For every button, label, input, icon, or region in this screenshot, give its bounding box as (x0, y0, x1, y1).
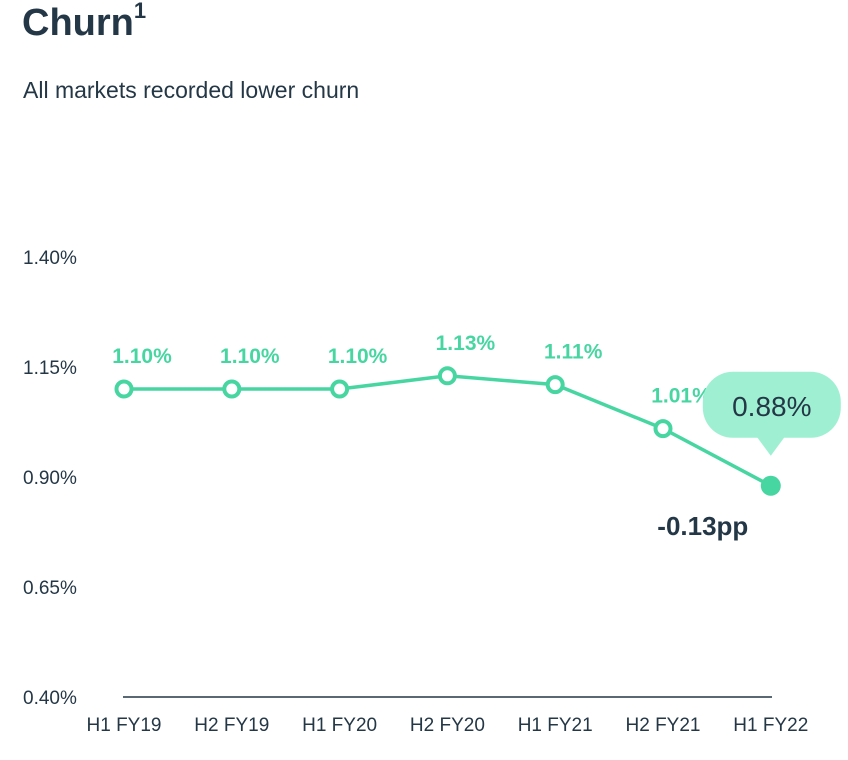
y-tick-label: 0.40% (23, 688, 77, 709)
data-point (330, 379, 350, 399)
data-label: 1.11% (544, 341, 603, 364)
callout-bubble (702, 371, 841, 438)
data-label: 1.01% (651, 385, 711, 408)
x-tick-label: H1 FY20 (302, 715, 377, 736)
data-point (653, 419, 673, 439)
x-tick-label: H2 FY19 (194, 715, 269, 736)
y-tick-label: 0.65% (23, 578, 77, 599)
data-point-highlight (760, 475, 781, 496)
data-point (222, 379, 242, 399)
x-tick-label: H1 FY21 (518, 715, 593, 736)
callout-pointer (756, 436, 785, 456)
data-label: 1.10% (328, 345, 388, 368)
y-tick-label: 0.90% (23, 468, 77, 489)
data-label: 1.13% (436, 332, 496, 355)
data-point (437, 366, 457, 386)
chart-subtitle: All markets recorded lower churn (23, 77, 360, 103)
y-tick-label: 1.40% (23, 248, 77, 269)
data-label: 1.10% (220, 345, 280, 368)
x-tick-label: H2 FY20 (410, 715, 485, 736)
x-tick-label: H1 FY22 (733, 715, 808, 736)
x-tick-label: H1 FY19 (87, 715, 162, 736)
title-footnote: 1 (133, 0, 147, 23)
data-label: 1.10% (112, 345, 172, 368)
highlight-callout: 0.88% -0.13pp (657, 371, 841, 541)
change-annotation: -0.13pp (657, 511, 748, 541)
y-tick-label: 1.15% (23, 358, 77, 379)
chart-title: Churn1 (22, 0, 147, 44)
data-point (114, 379, 134, 399)
x-tick-label: H2 FY21 (626, 715, 701, 736)
data-point (545, 375, 565, 395)
callout-value: 0.88% (732, 391, 811, 422)
